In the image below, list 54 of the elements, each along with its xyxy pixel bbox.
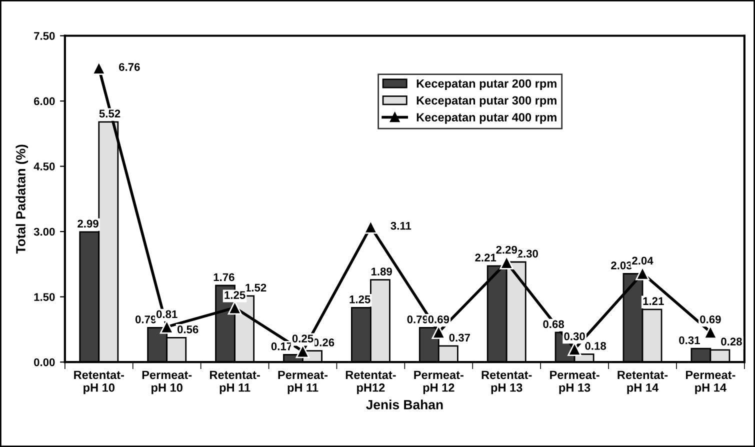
y-tick-label: 7.50 <box>34 32 55 40</box>
data-label: 0.31 <box>679 336 700 344</box>
data-label: 0.69 <box>700 315 721 324</box>
data-label: 0.25 <box>292 334 314 342</box>
x-tick-label: Retentat- pH 13 <box>482 370 532 394</box>
data-label: 0.37 <box>449 334 470 342</box>
data-label: 3.11 <box>390 222 412 230</box>
data-label: 2.21 <box>475 254 496 262</box>
x-tick-label: Retentat- pH12 <box>346 370 396 394</box>
legend-label: Kecepatan putar 300 rpm <box>416 96 556 107</box>
legend-label: Kecepatan putar 200 rpm <box>416 79 556 90</box>
data-label: 1.52 <box>246 284 266 292</box>
data-label: 1.25 <box>224 291 246 299</box>
data-label: 0.30 <box>564 332 585 340</box>
data-label: 0.68 <box>543 320 564 328</box>
data-label: 0.18 <box>585 342 606 350</box>
data-label: 2.03 <box>611 262 632 270</box>
y-tick-label: 6.00 <box>34 97 55 106</box>
legend-label: Kecepatan putar 400 rpm <box>416 113 556 124</box>
data-label: 0.56 <box>177 325 198 334</box>
data-label: 0.28 <box>721 338 742 346</box>
point <box>228 300 242 315</box>
data-label: 0.69 <box>428 315 450 324</box>
point <box>704 325 718 339</box>
data-label: 0.17 <box>271 342 292 350</box>
y-tick-label: 1.50 <box>34 293 55 301</box>
x-tick-label: Retentat- pH 14 <box>618 370 668 394</box>
y-tick-label: 0.00 <box>34 358 55 366</box>
data-label: 2.04 <box>632 256 654 265</box>
y-tick-label: 3.00 <box>34 228 55 236</box>
point <box>160 320 174 334</box>
data-label: 0.81 <box>156 310 178 318</box>
point <box>568 342 582 356</box>
x-tick-label: Retentat- pH 11 <box>210 370 260 394</box>
x-tick-label: Permeat- pH 13 <box>550 370 600 394</box>
y-tick-label: 4.50 <box>34 162 55 170</box>
data-label: 1.76 <box>214 273 234 282</box>
data-label: 2.99 <box>78 220 98 228</box>
data-label: 2.29 <box>496 246 518 254</box>
point <box>92 61 106 75</box>
x-tick-label: Permeat- pH 14 <box>686 370 736 394</box>
x-tick-label: Permeat- pH 12 <box>414 370 464 394</box>
y-axis-title: Total Padatan (%) <box>16 144 28 254</box>
data-label: 6.76 <box>119 63 140 71</box>
data-label: 1.25 <box>350 295 370 304</box>
data-label: 1.21 <box>643 297 664 305</box>
data-label: 5.52 <box>99 110 120 118</box>
x-axis-title: Jenis Bahan <box>366 400 443 410</box>
x-tick-label: Retentat- pH 10 <box>74 370 124 394</box>
point <box>432 325 446 339</box>
x-tick-label: Permeat- pH 10 <box>142 370 192 394</box>
data-label: 1.89 <box>371 268 392 276</box>
x-tick-label: Permeat- pH 11 <box>278 370 328 394</box>
point <box>296 344 310 358</box>
